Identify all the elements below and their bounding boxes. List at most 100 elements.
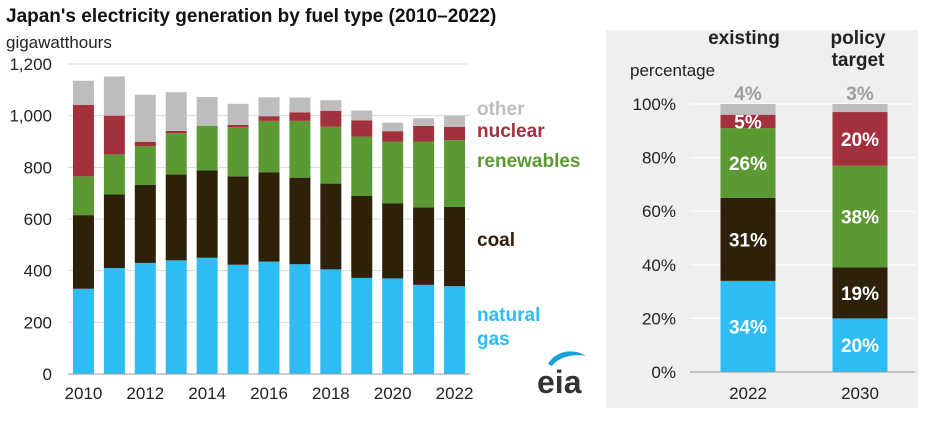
left-x-tick-label: 2010 [65, 384, 103, 403]
eia-logo-text: eia [537, 364, 582, 400]
bar-nuclear-2011 [103, 115, 125, 155]
left-x-tick-label: 2020 [374, 384, 412, 403]
pct-label-nuclear-2030: 20% [841, 130, 879, 151]
legend-label-natural-gas: natural [477, 305, 540, 326]
pct-label-renewables-2022: 26% [729, 154, 767, 175]
pct-label-natural-gas-2022: 34% [729, 317, 767, 338]
bar-natural-gas-2021 [413, 284, 435, 374]
bar-other-2019 [351, 110, 373, 121]
left-x-tick-label: 2018 [312, 384, 350, 403]
bar-other-2013 [165, 92, 187, 131]
right-x-tick-label: 2030 [841, 384, 879, 403]
bar-other-2022 [444, 115, 466, 127]
bar-natural-gas-2010 [72, 288, 94, 374]
bar-coal-2010 [72, 215, 94, 289]
legend-label-other: other [477, 99, 525, 120]
bar-renewables-2016 [258, 120, 280, 173]
bar-coal-2021 [413, 207, 435, 285]
chart-title: Japan's electricity generation by fuel t… [6, 6, 496, 27]
bar-other-2014 [196, 97, 218, 126]
left-x-tick-label: 2022 [436, 384, 474, 403]
bar-renewables-2012 [134, 146, 156, 185]
bar-coal-2012 [134, 184, 156, 263]
bar-natural-gas-2014 [196, 257, 218, 374]
legend-label-nuclear: nuclear [477, 121, 545, 142]
bar-other-2018 [320, 100, 342, 111]
bar-coal-2020 [382, 203, 404, 279]
bar-renewables-2017 [289, 120, 311, 178]
left-x-tick-label: 2014 [188, 384, 226, 403]
bar-renewables-2019 [351, 136, 373, 197]
bar-coal-2014 [196, 170, 218, 258]
bar-nuclear-2012 [134, 141, 156, 147]
bar-nuclear-2022 [444, 126, 466, 141]
bar-nuclear-2019 [351, 120, 373, 137]
left-x-tick-label: 2016 [250, 384, 288, 403]
pct-label-nuclear-2022: 5% [734, 112, 762, 133]
right-y-tick-label: 0% [651, 363, 676, 382]
bar-other-2010 [72, 80, 94, 105]
bar-natural-gas-2012 [134, 262, 156, 374]
bar-coal-2016 [258, 172, 280, 262]
bar-coal-2015 [227, 176, 249, 265]
legend-label-coal: coal [477, 230, 515, 251]
right-y-tick-label: 80% [642, 149, 676, 168]
bar-nuclear-2010 [72, 104, 94, 177]
bar-nuclear-2020 [382, 131, 404, 142]
eia-logo-swoosh [548, 351, 586, 366]
bar-renewables-2015 [227, 127, 249, 177]
bar-renewables-2018 [320, 126, 342, 184]
bar-natural-gas-2017 [289, 264, 311, 374]
bar-renewables-2021 [413, 141, 435, 208]
bar-natural-gas-2016 [258, 261, 280, 374]
pct-bar-other-2022 [720, 104, 776, 115]
bar-coal-2011 [103, 194, 125, 269]
bar-coal-2013 [165, 174, 187, 261]
pct-bar-other-2030 [832, 104, 888, 113]
bar-other-2015 [227, 103, 249, 125]
right-y-tick-label: 60% [642, 202, 676, 221]
bar-nuclear-2015 [227, 124, 249, 128]
pct-bar-renewables-2030 [832, 165, 888, 268]
left-y-tick-label: 600 [24, 210, 52, 229]
right-y-tick-label: 100% [633, 95, 676, 114]
bar-coal-2022 [444, 206, 466, 287]
right-x-tick-label: 2022 [729, 384, 767, 403]
bar-natural-gas-2020 [382, 278, 404, 374]
left-y-tick-label: 200 [24, 313, 52, 332]
pct-label-other-2030: 3% [846, 84, 874, 105]
pct-bar-coal-2030 [832, 267, 888, 319]
right-y-tick-label: 20% [642, 309, 676, 328]
bar-natural-gas-2018 [320, 269, 342, 374]
bar-other-2021 [413, 118, 435, 126]
pct-bar-nuclear-2030 [832, 112, 888, 166]
legend-label-natural-gas: gas [477, 329, 510, 350]
column-header-2030: policy [831, 28, 886, 49]
bar-nuclear-2017 [289, 112, 311, 121]
pct-label-other-2022: 4% [734, 84, 762, 105]
bar-nuclear-2018 [320, 110, 342, 127]
pct-bar-renewables-2022 [720, 128, 776, 198]
left-y-tick-label: 1,200 [9, 55, 52, 74]
bar-natural-gas-2019 [351, 277, 373, 374]
bar-natural-gas-2011 [103, 268, 125, 374]
left-y-tick-label: 1,000 [9, 107, 52, 126]
bar-natural-gas-2013 [165, 260, 187, 374]
right-y-tick-label: 40% [642, 256, 676, 275]
pct-label-renewables-2030: 38% [841, 208, 879, 229]
pct-label-natural-gas-2030: 20% [841, 336, 879, 357]
pct-label-coal-2030: 19% [841, 284, 879, 305]
bar-other-2016 [258, 97, 280, 117]
bar-coal-2019 [351, 196, 373, 278]
pct-label-coal-2022: 31% [729, 230, 767, 251]
bar-natural-gas-2015 [227, 264, 249, 374]
pct-bar-natural-gas-2022 [720, 280, 776, 372]
bar-renewables-2014 [196, 126, 218, 171]
bar-other-2012 [134, 94, 156, 142]
bar-nuclear-2021 [413, 126, 435, 142]
pct-bar-nuclear-2022 [720, 114, 776, 129]
bar-nuclear-2013 [165, 130, 187, 134]
column-header-2030: target [832, 50, 885, 71]
pct-bar-coal-2022 [720, 197, 776, 281]
